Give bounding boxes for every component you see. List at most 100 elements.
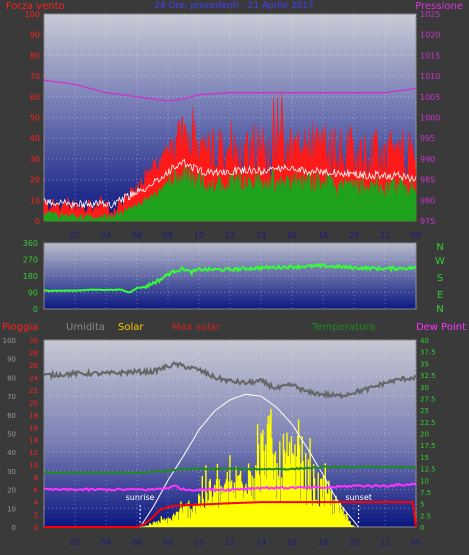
solar-bar: [294, 444, 296, 527]
solar-bar: [217, 508, 219, 527]
solar-bar: [233, 482, 236, 527]
solar-bar: [236, 481, 238, 527]
y-tick-left: 100: [25, 10, 40, 19]
y-tick-humidity: 40: [7, 449, 16, 457]
solar-bar: [313, 464, 315, 527]
solar-bar: [347, 521, 350, 527]
solar-bar: [308, 489, 310, 527]
solar-bar: [191, 512, 194, 527]
solar-bar: [201, 476, 203, 527]
solar-bar: [307, 459, 310, 527]
y-tick-right: 975: [420, 217, 435, 226]
solar-bar: [147, 525, 149, 527]
solar-bar: [239, 471, 242, 527]
solar-bar: [195, 503, 197, 527]
y-tick-rain: 24: [29, 374, 38, 382]
solar-bar: [276, 463, 278, 527]
solar-bar: [325, 481, 327, 527]
y-tick-rain: 18: [29, 412, 38, 420]
y-tick-humidity: 90: [7, 356, 16, 364]
solar-bar: [149, 523, 152, 527]
direction-panel-background: [43, 242, 417, 310]
compass-e: E: [437, 290, 443, 301]
solar-bar: [303, 489, 305, 527]
y-tick-rain: 10: [29, 462, 38, 470]
solar-bar: [250, 496, 252, 527]
solar-bar: [346, 516, 349, 527]
solar-bar: [323, 505, 326, 527]
solar-bar: [235, 466, 237, 527]
solar-bar: [143, 526, 146, 527]
y-tick-humidity: 10: [7, 505, 16, 513]
x-tick: 10: [194, 538, 204, 547]
solar-bar: [328, 480, 330, 527]
solar-bar: [314, 500, 317, 527]
y-tick-temperature: 12.5: [420, 466, 436, 474]
solar-bar: [257, 443, 260, 527]
solar-bar: [252, 499, 254, 527]
solar-bar: [167, 517, 170, 527]
x-tick: 02: [70, 538, 80, 547]
y-tick-rain: 14: [29, 437, 38, 445]
y-tick-temperature: 30: [420, 384, 429, 392]
y-tick-rain: 2: [34, 512, 38, 520]
solar-bar: [326, 493, 328, 527]
wind-direction-line: [43, 262, 417, 294]
solar-bar: [145, 525, 147, 527]
y-tick-left: 30: [30, 155, 40, 164]
solar-bar: [151, 525, 154, 527]
solar-bar: [188, 500, 190, 527]
y-tick-temperature: 32.5: [420, 372, 436, 380]
solar-bar: [340, 508, 342, 527]
y-tick-temperature: 27.5: [420, 395, 436, 403]
solar-bar: [193, 504, 195, 527]
solar-bar: [189, 508, 191, 527]
y-tick-rain: 16: [29, 424, 38, 432]
solar-bar: [300, 463, 302, 527]
y-tick-left: 70: [30, 72, 40, 81]
max-solar-curve: [139, 393, 359, 528]
solar-bar: [207, 499, 210, 527]
solar-bar: [269, 415, 271, 527]
solar-bar: [224, 482, 227, 527]
x-tick: 10: [194, 231, 204, 240]
y-tick-rain: 12: [29, 449, 38, 457]
solar-bar: [281, 488, 284, 527]
solar-bar: [286, 432, 288, 527]
solar-bar: [282, 433, 285, 527]
solar-bar: [251, 475, 253, 527]
solar-bar: [273, 454, 276, 527]
solar-bar: [280, 501, 282, 527]
solar-bar: [243, 491, 245, 527]
y-tick-left: 50: [30, 114, 40, 123]
solar-bar: [164, 520, 166, 527]
solar-bar: [246, 493, 248, 527]
solar-bar: [344, 513, 346, 527]
y-tick-right: 1010: [420, 72, 440, 81]
solar-bar: [204, 508, 206, 527]
header-title: 24 Ore: precedenti - 21 Aprile 2017: [154, 1, 314, 11]
y-tick-rain: 26: [29, 362, 38, 370]
temperature-line: [43, 465, 417, 475]
y-tick-rain: 0: [34, 524, 38, 532]
y-tick-temperature: 22.5: [420, 419, 436, 427]
solar-bar: [148, 525, 150, 527]
solar-bar: [351, 525, 353, 527]
solar-bar: [342, 507, 344, 527]
solar-bar: [190, 509, 193, 527]
legend-pioggia: Pioggia: [2, 322, 38, 333]
solar-bar: [338, 503, 340, 527]
y-tick-humidity: 70: [7, 393, 16, 401]
solar-bar: [192, 504, 195, 527]
solar-bar: [182, 506, 185, 527]
solar-bar: [158, 522, 161, 527]
solar-bar: [329, 490, 331, 527]
solar-bar: [169, 518, 171, 527]
y-tick-temperature: 37.5: [420, 349, 436, 357]
x-tick: 18: [318, 538, 328, 547]
solar-bar: [293, 456, 295, 527]
solar-bar: [213, 487, 215, 527]
solar-bar: [339, 501, 342, 527]
solar-bar: [144, 525, 146, 527]
x-tick: 16: [287, 231, 297, 240]
